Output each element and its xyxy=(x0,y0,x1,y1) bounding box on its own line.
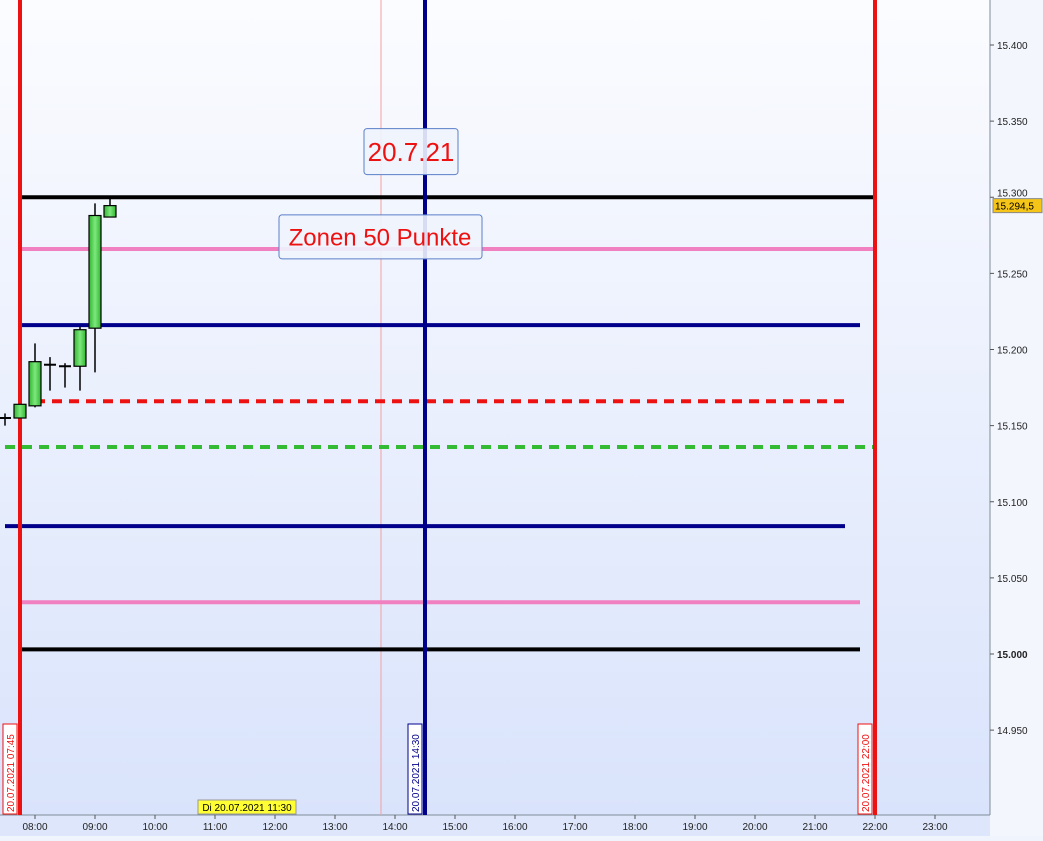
candle-body xyxy=(88,214,102,329)
time-tick-label: 08:00 xyxy=(22,822,47,833)
candle-body xyxy=(103,205,117,218)
time-tick-label: 18:00 xyxy=(622,822,647,833)
time-cursor-label: Di 20.07.2021 11:30 xyxy=(202,803,292,814)
time-tick-label: 16:00 xyxy=(502,822,527,833)
vertical-line-label: 20.07.2021 07:45 xyxy=(6,734,17,812)
time-tick-label: 23:00 xyxy=(922,822,947,833)
annotation-box[interactable] xyxy=(363,128,459,176)
time-tick-label: 12:00 xyxy=(262,822,287,833)
vertical-line-label: 20.07.2021 22:00 xyxy=(861,734,872,812)
last-price-label: 15.294,5 xyxy=(995,202,1034,213)
vertical-line-label-box xyxy=(857,723,873,815)
candle-body xyxy=(13,403,27,419)
candle-body xyxy=(28,361,42,407)
candle[interactable] xyxy=(44,357,56,391)
candle[interactable] xyxy=(59,363,71,388)
candle[interactable] xyxy=(73,326,87,391)
price-tick-label: 15.400 xyxy=(997,41,1028,52)
time-tick-label: 19:00 xyxy=(682,822,707,833)
candle-body xyxy=(73,329,87,367)
candle[interactable] xyxy=(28,343,42,408)
price-tick-label: 15.050 xyxy=(997,574,1028,585)
price-tick-label: 15.150 xyxy=(997,422,1028,433)
candle[interactable] xyxy=(103,197,117,218)
annotation-box[interactable] xyxy=(278,214,483,260)
time-tick-label: 15:00 xyxy=(442,822,467,833)
candle[interactable] xyxy=(88,203,102,373)
time-tick-label: 22:00 xyxy=(862,822,887,833)
annotation-text: 20.7.21 xyxy=(368,137,455,167)
price-tick-label: 15.200 xyxy=(997,346,1028,357)
price-tick-label: 15.100 xyxy=(997,498,1028,509)
plot-area[interactable] xyxy=(0,0,990,815)
price-tick-label: 15.350 xyxy=(997,117,1028,128)
time-tick-label: 13:00 xyxy=(322,822,347,833)
vertical-line-label-box xyxy=(407,723,423,815)
candle[interactable] xyxy=(0,413,11,426)
time-tick-label: 21:00 xyxy=(802,822,827,833)
candle[interactable] xyxy=(13,403,27,419)
last-price-label-box xyxy=(992,198,1043,214)
time-tick-label: 17:00 xyxy=(562,822,587,833)
price-axis[interactable] xyxy=(990,0,1043,836)
price-tick-label: 15.250 xyxy=(997,269,1028,280)
time-tick-label: 14:00 xyxy=(382,822,407,833)
vertical-line-label: 20.07.2021 14:30 xyxy=(411,734,422,812)
price-tick-label: 14.950 xyxy=(997,726,1028,737)
price-tick-label: 15.000 xyxy=(997,650,1028,661)
time-tick-label: 11:00 xyxy=(203,822,228,833)
time-cursor-label-box xyxy=(197,799,297,815)
time-tick-label: 20:00 xyxy=(742,822,767,833)
time-tick-label: 09:00 xyxy=(82,822,107,833)
time-axis[interactable] xyxy=(0,815,990,836)
annotation-text: Zonen 50 Punkte xyxy=(289,224,472,251)
time-tick-label: 10:00 xyxy=(142,822,167,833)
price-tick-label: 15.300 xyxy=(997,189,1028,200)
vertical-line-label-box xyxy=(2,723,18,815)
